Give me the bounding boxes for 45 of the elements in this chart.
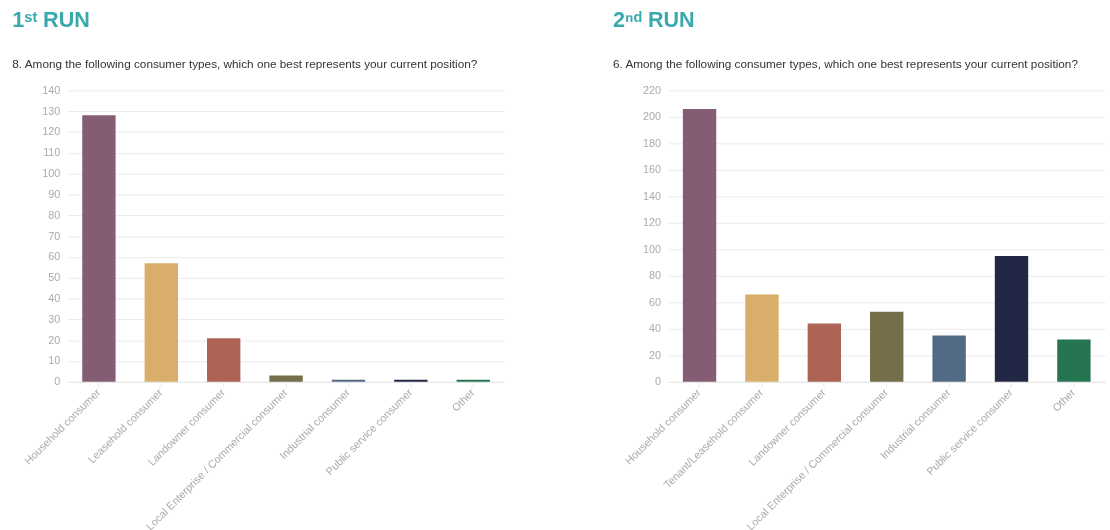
y-tick-label: 220 bbox=[642, 83, 661, 96]
y-tick-label: 10 bbox=[48, 354, 61, 367]
y-tick-label: 120 bbox=[642, 216, 661, 229]
bar bbox=[807, 323, 842, 382]
y-tick-label: 110 bbox=[43, 146, 61, 159]
y-tick-label: 30 bbox=[48, 312, 61, 325]
y-tick-label: 0 bbox=[54, 375, 61, 388]
bar bbox=[682, 108, 717, 382]
y-tick-label: 0 bbox=[654, 375, 661, 388]
y-tick-label: 70 bbox=[48, 229, 61, 242]
bar bbox=[932, 335, 966, 382]
chart-subtitle: 6. Among the following consumer types, which one best represents your current position? bbox=[612, 56, 1079, 70]
bar bbox=[1057, 339, 1091, 382]
y-tick-label: 120 bbox=[42, 125, 61, 138]
bar bbox=[207, 338, 241, 382]
y-tick-label: 60 bbox=[648, 295, 661, 308]
y-tick-label: 20 bbox=[48, 333, 61, 346]
y-tick-label: 140 bbox=[642, 189, 661, 202]
y-tick-label: 140 bbox=[42, 83, 61, 96]
y-tick-label: 130 bbox=[42, 104, 61, 117]
chart-title: 2ⁿᵈ RUN bbox=[612, 6, 695, 32]
y-tick-label: 80 bbox=[648, 269, 661, 282]
bar bbox=[144, 263, 178, 382]
bar bbox=[331, 379, 366, 382]
y-tick-label: 200 bbox=[642, 110, 661, 123]
y-tick-label: 90 bbox=[48, 187, 61, 200]
bar bbox=[870, 311, 904, 382]
y-tick-label: 40 bbox=[48, 292, 61, 305]
y-tick-label: 80 bbox=[48, 208, 61, 221]
chart-subtitle: 8. Among the following consumer types, which one best represents your current position? bbox=[12, 56, 478, 70]
chart-title: 1ˢᵗ RUN bbox=[12, 6, 90, 32]
y-tick-label: 20 bbox=[648, 348, 661, 361]
bar bbox=[994, 256, 1029, 382]
bar bbox=[394, 379, 428, 382]
bar bbox=[456, 379, 490, 382]
y-tick-label: 180 bbox=[642, 136, 661, 149]
y-tick-label: 50 bbox=[48, 271, 61, 284]
y-tick-label: 100 bbox=[42, 167, 61, 180]
y-tick-label: 160 bbox=[642, 163, 661, 176]
y-tick-label: 100 bbox=[642, 242, 661, 255]
y-tick-label: 60 bbox=[48, 250, 61, 263]
bar bbox=[269, 375, 303, 382]
y-tick-label: 40 bbox=[648, 322, 661, 335]
bar bbox=[745, 294, 779, 382]
bar bbox=[82, 115, 116, 382]
